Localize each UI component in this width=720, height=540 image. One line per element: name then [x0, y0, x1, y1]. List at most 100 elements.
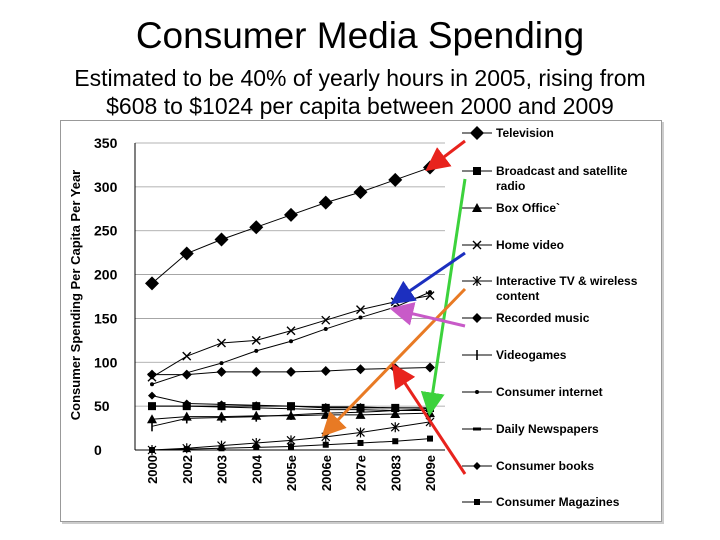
data-point [353, 185, 368, 200]
x-tick-label: 2007e [354, 455, 369, 491]
data-point [284, 207, 298, 222]
data-point [253, 444, 260, 451]
data-point [219, 361, 224, 366]
y-tick-label: 100 [94, 354, 118, 370]
data-point [286, 366, 296, 377]
legend-label: Home video [496, 238, 564, 252]
data-point [358, 315, 363, 320]
annotation-arrow [321, 287, 467, 437]
data-point [217, 400, 226, 409]
legend-marker [472, 313, 482, 323]
legend-item: Interactive TV & wireless content [462, 274, 638, 303]
x-tick-label: 2005e [284, 455, 299, 491]
legend-item: Television [462, 126, 554, 140]
legend-item: Daily Newspapers [462, 422, 599, 436]
data-point [320, 366, 331, 377]
annotation-arrow [425, 139, 466, 172]
y-tick-label: 350 [94, 135, 118, 151]
legend-label: Broadcast and satellite radio [496, 164, 628, 193]
x-tick-label: 2003 [215, 455, 230, 484]
legend-marker [472, 276, 482, 286]
x-tick-label: 2004 [249, 454, 264, 484]
data-point [179, 246, 194, 261]
legend-item: Videogames [462, 348, 567, 362]
legend-label: Consumer internet [496, 385, 603, 399]
legend-label: Videogames [496, 348, 567, 362]
series-0 [145, 160, 437, 291]
x-tick-label: 2009e [423, 455, 438, 491]
data-point [388, 172, 403, 187]
data-point [145, 276, 159, 291]
data-point [391, 403, 400, 412]
slide-subtitle: Estimated to be 40% of yearly hours in 2… [0, 64, 720, 120]
legend-marker [475, 390, 479, 394]
data-point [355, 364, 366, 375]
legend-marker [474, 499, 480, 505]
legend-item: Broadcast and satellite radio [462, 164, 628, 193]
y-tick-label: 250 [94, 223, 118, 239]
data-point [321, 315, 331, 325]
data-point [218, 445, 225, 452]
chart-frame [60, 120, 662, 522]
legend-item: Consumer Magazines [462, 495, 620, 509]
legend-item: Box Office` [462, 201, 560, 215]
data-point [150, 382, 154, 387]
y-axis-label: Consumer Spending Per Capita Per Year [68, 170, 83, 420]
data-point [252, 401, 261, 410]
data-point [356, 403, 365, 412]
data-point [148, 391, 156, 400]
data-point [254, 348, 259, 353]
subtitle-line-1: Estimated to be 40% of yearly hours in 2… [74, 65, 646, 91]
y-tick-label: 150 [94, 310, 118, 326]
legend-label: Television [496, 126, 554, 140]
legend-marker [472, 240, 482, 250]
legend-label: Recorded music [496, 311, 590, 325]
data-point [216, 366, 227, 377]
annotation-arrow [390, 251, 466, 305]
legend-marker [473, 462, 481, 470]
data-point [318, 195, 333, 210]
data-point [321, 403, 330, 412]
annotation-arrow [389, 302, 466, 328]
data-point [182, 351, 192, 361]
series-10 [149, 435, 433, 453]
series-9 [148, 391, 434, 412]
data-point [288, 443, 294, 450]
y-tick-label: 0 [94, 442, 102, 458]
data-point [182, 399, 191, 408]
data-point [390, 422, 400, 433]
data-point [249, 220, 264, 235]
legend-label: Interactive TV & wireless content [496, 274, 638, 303]
data-point [392, 438, 399, 445]
legend-item: Home video [462, 238, 564, 252]
data-point [251, 366, 262, 377]
data-point [183, 446, 190, 453]
data-point [425, 362, 435, 373]
legend-marker [472, 203, 482, 212]
data-point [214, 232, 229, 247]
legend-label: Daily Newspapers [496, 422, 599, 436]
legend-label: Consumer books [496, 459, 594, 473]
data-point [427, 435, 433, 442]
data-point [393, 305, 398, 310]
data-point [217, 338, 226, 348]
data-point [322, 441, 329, 448]
data-point [357, 439, 364, 446]
subtitle-line-2: $608 to $1024 per capita between 2000 an… [106, 93, 614, 119]
data-point [323, 326, 328, 331]
data-point [149, 447, 155, 453]
data-point [356, 427, 365, 438]
slide-title: Consumer Media Spending [135, 15, 585, 56]
data-point [147, 369, 157, 380]
legend-label: Consumer Magazines [496, 495, 620, 509]
legend-item: Consumer books [462, 459, 594, 473]
y-tick-label: 200 [94, 267, 118, 283]
y-tick-label: 50 [94, 398, 110, 414]
legend-item: Recorded music [462, 311, 590, 325]
data-point [184, 370, 189, 375]
data-point [286, 326, 296, 336]
data-point [428, 290, 432, 295]
legend-marker [473, 167, 481, 175]
data-point [287, 402, 295, 411]
